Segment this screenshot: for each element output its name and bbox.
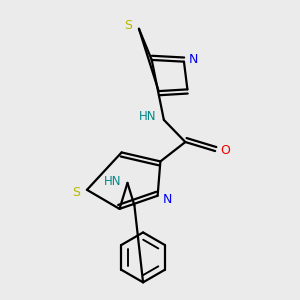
- Text: N: N: [163, 193, 172, 206]
- Text: O: O: [220, 144, 230, 157]
- Text: N: N: [189, 53, 198, 66]
- Text: HN: HN: [104, 175, 122, 188]
- Text: S: S: [124, 19, 133, 32]
- Text: S: S: [73, 186, 81, 199]
- Text: HN: HN: [139, 110, 156, 123]
